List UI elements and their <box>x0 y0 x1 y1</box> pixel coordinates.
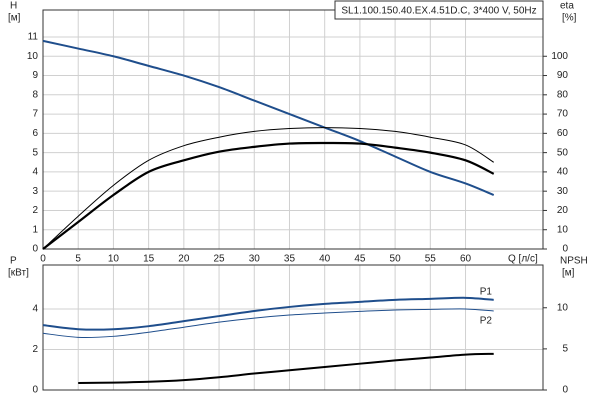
curve-label: P1 <box>480 286 493 297</box>
y-tick-label: 2 <box>32 205 38 216</box>
y-tick-label: 0 <box>32 244 38 255</box>
y2-tick-label: 80 <box>557 89 569 100</box>
x-tick-label: 40 <box>319 254 331 265</box>
chart-title: SL1.100.150.40.EX.4.51D.C, 3*400 V, 50Hz <box>341 6 536 17</box>
y2-tick-label: 70 <box>557 109 569 120</box>
x-axis-label: Q [л/с] <box>508 254 538 265</box>
y-tick-label: 3 <box>32 186 38 197</box>
y-tick-label: 7 <box>32 109 38 120</box>
title-box <box>334 0 544 20</box>
y-tick-label: 1 <box>32 224 38 235</box>
x-tick-label: 25 <box>213 254 225 265</box>
x-tick-label: 30 <box>249 254 261 265</box>
y-tick-label: 4 <box>32 304 38 315</box>
x-tick-label: 10 <box>108 254 120 265</box>
x-tick-label: 55 <box>425 254 437 265</box>
y-tick-label: 6 <box>32 128 38 139</box>
curve <box>42 127 494 250</box>
curve <box>42 296 494 331</box>
x-tick-label: 35 <box>284 254 296 265</box>
y-tick-label: 5 <box>32 147 38 158</box>
y-tick-label: 11 <box>28 32 39 43</box>
y-tick-label: 4 <box>32 167 38 178</box>
y2-tick-label: 50 <box>557 147 569 158</box>
y2-axis-label: NPSH <box>560 256 588 267</box>
y2-tick-label: 60 <box>557 128 569 139</box>
x-tick-label: 15 <box>143 254 155 265</box>
y2-tick-label: 0 <box>562 244 568 255</box>
x-tick-label: 50 <box>390 254 402 265</box>
y2-axis-unit: [м] <box>562 268 575 279</box>
y-axis-label: H <box>10 1 17 12</box>
x-tick-label: 0 <box>40 254 46 265</box>
curve <box>42 308 494 338</box>
y2-tick-label: 5 <box>562 344 568 355</box>
y2-tick-label: 10 <box>557 224 569 235</box>
y-axis-unit: [кВт] <box>8 268 29 279</box>
plot-frame <box>42 264 544 391</box>
y2-tick-label: 30 <box>557 186 569 197</box>
x-tick-label: 60 <box>460 254 472 265</box>
curve <box>42 39 495 196</box>
y-tick-label: 9 <box>32 70 38 81</box>
y-axis-unit: [м] <box>8 13 21 24</box>
x-tick-label: 5 <box>75 254 81 265</box>
y2-axis-unit: [%] <box>562 13 577 24</box>
y-tick-label: 0 <box>32 385 38 396</box>
y-tick-label: 10 <box>27 51 39 62</box>
curve <box>78 352 494 385</box>
y-axis-label: P <box>10 256 17 267</box>
y2-tick-label: 0 <box>562 385 568 396</box>
y2-tick-label: 100 <box>551 51 568 62</box>
y-tick-label: 8 <box>32 89 38 100</box>
curve <box>42 141 495 250</box>
curve-label: P2 <box>480 316 493 327</box>
x-tick-label: 45 <box>354 254 366 265</box>
plot-frame <box>42 9 544 250</box>
y2-tick-label: 10 <box>557 302 569 313</box>
x-tick-label: 20 <box>178 254 190 265</box>
y-tick-label: 2 <box>32 344 38 355</box>
y2-tick-label: 90 <box>557 70 569 81</box>
y2-tick-label: 40 <box>557 167 569 178</box>
y2-tick-label: 20 <box>557 205 569 216</box>
y2-axis-label: eta <box>560 1 574 12</box>
